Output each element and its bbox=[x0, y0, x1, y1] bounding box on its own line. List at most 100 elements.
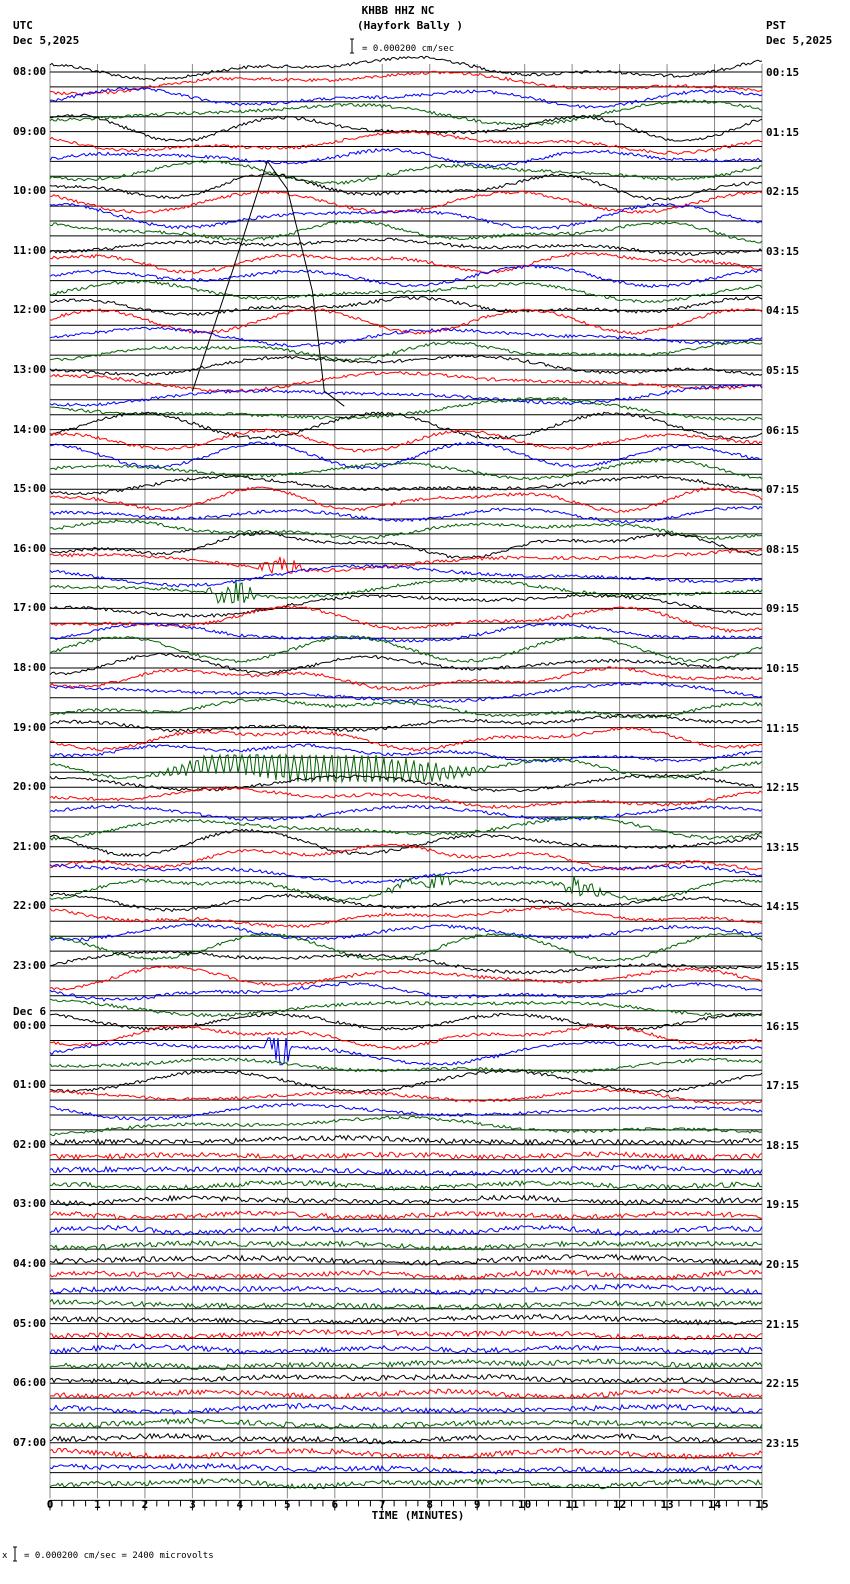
utc-hour-label: 21:00 bbox=[13, 839, 47, 853]
utc-hour-label: 08:00 bbox=[13, 65, 47, 78]
right-timezone: PST bbox=[766, 19, 786, 32]
utc-hour-label: 12:00 bbox=[13, 303, 47, 317]
trace-41 bbox=[49, 666, 763, 692]
trace-39 bbox=[49, 635, 763, 664]
pst-hour-label: 16:15 bbox=[766, 1019, 800, 1033]
x-tick-label: 3 bbox=[189, 1498, 196, 1511]
utc-hour-label: 09:00 bbox=[13, 124, 47, 138]
trace-5 bbox=[49, 130, 763, 156]
trace-93 bbox=[49, 1447, 763, 1461]
left-timezone: UTC bbox=[13, 19, 33, 32]
trace-58 bbox=[49, 922, 762, 942]
trace-32 bbox=[49, 531, 763, 559]
scale-bar-icon bbox=[349, 38, 355, 54]
trace-2 bbox=[49, 87, 763, 109]
trace-42 bbox=[49, 681, 763, 704]
station-location: (Hayfork Bally ) bbox=[357, 19, 463, 32]
trace-78 bbox=[49, 1224, 763, 1237]
pst-hour-label: 09:15 bbox=[766, 602, 800, 616]
trace-28 bbox=[49, 474, 763, 496]
trace-51 bbox=[49, 815, 763, 841]
trace-48 bbox=[49, 773, 763, 793]
x-tick-label: 7 bbox=[378, 1498, 386, 1511]
large-excursion-trace bbox=[191, 160, 345, 407]
x-tick-label: 12 bbox=[612, 1498, 627, 1511]
trace-0 bbox=[49, 55, 763, 82]
pst-hour-label: 23:15 bbox=[766, 1436, 800, 1450]
pst-hour-label: 21:15 bbox=[766, 1317, 800, 1331]
date-change-label: Dec 6 bbox=[13, 1004, 47, 1018]
trace-27 bbox=[49, 458, 763, 481]
trace-24 bbox=[49, 411, 763, 440]
trace-87 bbox=[49, 1358, 763, 1371]
pst-hour-label: 13:15 bbox=[766, 840, 800, 854]
trace-43 bbox=[49, 697, 763, 719]
trace-57 bbox=[49, 906, 763, 929]
trace-65 bbox=[49, 1024, 763, 1050]
trace-76 bbox=[49, 1194, 763, 1207]
utc-hour-label: 01:00 bbox=[13, 1078, 47, 1092]
x-tick-label: 11 bbox=[565, 1498, 579, 1511]
pst-hour-label: 11:15 bbox=[766, 721, 800, 735]
trace-91 bbox=[49, 1417, 763, 1430]
trace-25 bbox=[49, 428, 763, 453]
pst-hour-label: 10:15 bbox=[766, 662, 800, 675]
trace-40 bbox=[49, 652, 763, 676]
trace-38 bbox=[49, 622, 763, 643]
trace-13 bbox=[49, 252, 763, 275]
pst-hour-label: 08:15 bbox=[766, 542, 800, 556]
right-date: Dec 5,2025 bbox=[766, 34, 833, 47]
pst-hour-label: 00:15 bbox=[766, 66, 800, 79]
trace-77 bbox=[49, 1210, 763, 1221]
pst-hour-label: 18:15 bbox=[766, 1138, 800, 1152]
x-tick-label: 15 bbox=[755, 1498, 769, 1511]
trace-31 bbox=[49, 519, 762, 540]
trace-30 bbox=[49, 505, 763, 524]
trace-82 bbox=[49, 1283, 763, 1296]
x-tick-label: 8 bbox=[426, 1498, 434, 1511]
utc-hour-label: 00:00 bbox=[13, 1018, 47, 1032]
footer-prefix: x bbox=[2, 1551, 8, 1561]
trace-37 bbox=[49, 605, 763, 634]
trace-12 bbox=[49, 237, 763, 256]
x-tick-label: 2 bbox=[141, 1498, 149, 1511]
x-axis bbox=[49, 1499, 763, 1511]
pst-hour-label: 14:15 bbox=[766, 900, 800, 914]
x-tick-label: 4 bbox=[236, 1498, 244, 1511]
utc-hour-label: 18:00 bbox=[13, 661, 47, 674]
x-tick-label: 9 bbox=[473, 1498, 481, 1511]
trace-67 bbox=[49, 1057, 763, 1074]
trace-46 bbox=[49, 743, 763, 763]
trace-79 bbox=[49, 1239, 763, 1252]
trace-70 bbox=[50, 1102, 763, 1121]
trace-56 bbox=[49, 892, 763, 913]
utc-hour-label: 03:00 bbox=[13, 1197, 47, 1211]
footer-scale-bar-icon bbox=[12, 1546, 18, 1562]
trace-74 bbox=[49, 1164, 763, 1177]
pst-hour-label: 22:15 bbox=[766, 1377, 800, 1391]
trace-47 bbox=[49, 752, 763, 784]
pst-hour-label: 02:15 bbox=[766, 185, 800, 199]
pst-hour-label: 03:15 bbox=[766, 244, 800, 258]
x-tick-label: 0 bbox=[46, 1498, 54, 1511]
trace-73 bbox=[49, 1151, 763, 1161]
footer-scale-label: = 0.000200 cm/sec = 2400 microvolts bbox=[24, 1551, 214, 1561]
trace-35 bbox=[49, 577, 763, 605]
trace-89 bbox=[49, 1388, 763, 1400]
utc-hour-label: 11:00 bbox=[13, 243, 47, 257]
utc-hour-label: 02:00 bbox=[13, 1137, 47, 1151]
trace-22 bbox=[49, 383, 763, 407]
pst-hour-label: 15:15 bbox=[766, 960, 800, 973]
trace-14 bbox=[49, 264, 763, 289]
x-axis-title: TIME (MINUTES) bbox=[371, 1509, 465, 1522]
trace-4 bbox=[49, 113, 763, 142]
utc-hour-label: 19:00 bbox=[13, 720, 47, 734]
trace-64 bbox=[49, 1012, 763, 1031]
pst-hour-label: 05:15 bbox=[766, 364, 800, 377]
x-tick-label: 6 bbox=[331, 1498, 339, 1511]
trace-81 bbox=[49, 1268, 763, 1282]
utc-hour-label: 16:00 bbox=[13, 541, 47, 555]
trace-21 bbox=[49, 370, 763, 393]
trace-80 bbox=[49, 1253, 763, 1267]
trace-7 bbox=[49, 159, 763, 185]
